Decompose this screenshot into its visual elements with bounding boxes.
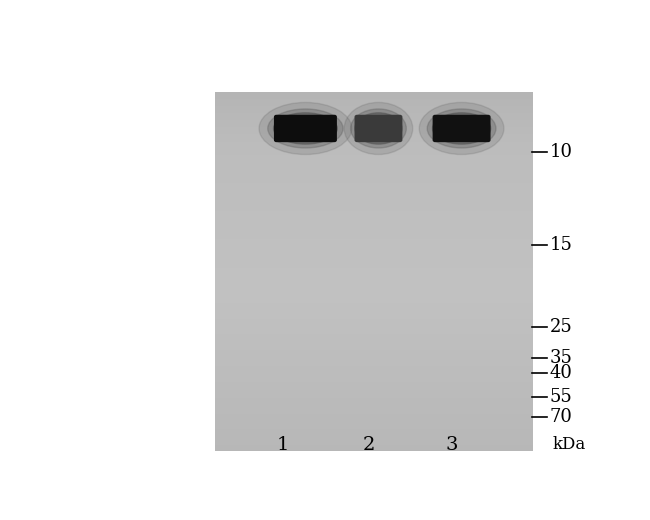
Ellipse shape (344, 102, 413, 154)
Ellipse shape (355, 113, 402, 144)
FancyBboxPatch shape (354, 115, 402, 142)
Ellipse shape (427, 109, 496, 148)
Ellipse shape (259, 102, 352, 154)
FancyBboxPatch shape (433, 115, 491, 142)
Text: 40: 40 (550, 363, 573, 382)
Ellipse shape (268, 109, 343, 148)
Text: 15: 15 (550, 236, 573, 254)
Text: 55: 55 (550, 388, 573, 406)
FancyBboxPatch shape (274, 115, 337, 142)
Text: 1: 1 (276, 436, 289, 454)
Ellipse shape (432, 113, 491, 144)
Text: 25: 25 (550, 318, 573, 336)
Text: 2: 2 (362, 436, 374, 454)
Ellipse shape (274, 113, 337, 144)
Text: 70: 70 (550, 408, 573, 426)
Text: 10: 10 (550, 144, 573, 162)
Ellipse shape (350, 109, 406, 148)
Ellipse shape (419, 102, 504, 154)
Text: kDa: kDa (552, 436, 586, 453)
Text: 3: 3 (445, 436, 458, 454)
Text: 35: 35 (550, 349, 573, 367)
